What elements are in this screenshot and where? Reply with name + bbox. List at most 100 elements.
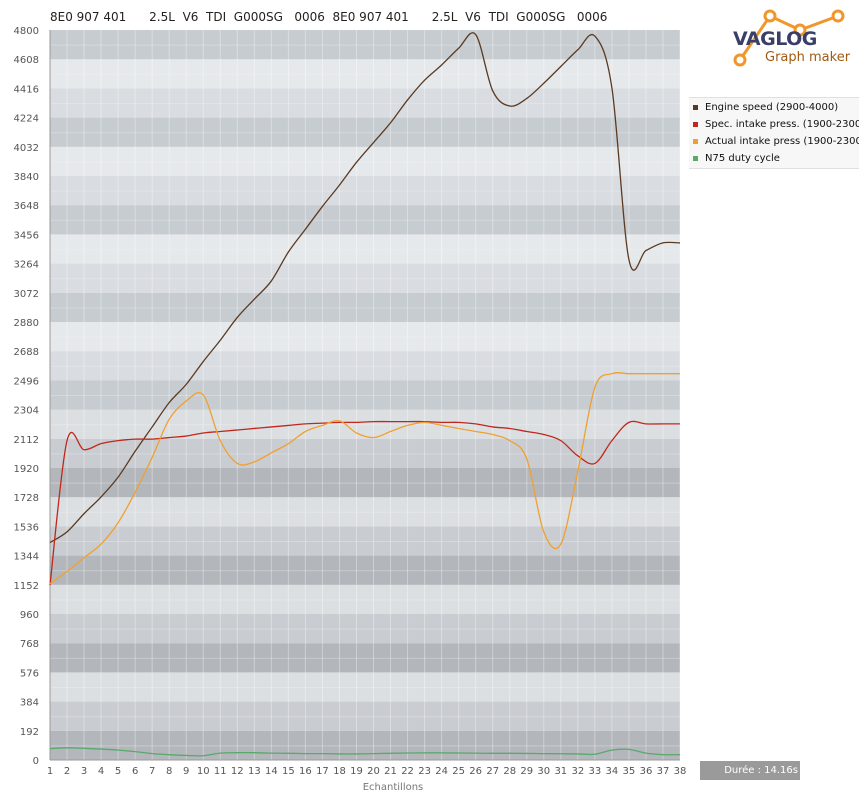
x-tick-label: 23	[418, 766, 431, 777]
y-tick-label: 768	[20, 639, 39, 650]
x-tick-label: 10	[197, 766, 210, 777]
x-tick-label: 18	[333, 766, 346, 777]
x-tick-label: 24	[435, 766, 448, 777]
band-stripe	[50, 657, 680, 659]
x-tick-label: 21	[384, 766, 397, 777]
x-tick-label: 19	[350, 766, 363, 777]
band-stripe	[50, 395, 680, 396]
y-tick-label: 384	[20, 698, 39, 709]
series-line-spec-intake	[49, 420, 680, 586]
x-axis: 1 2 3 4 5 6 7 8 9 10 11 12 13 14 15 16 17 18 19 20 21 22 23 24 2…	[47, 766, 687, 777]
x-tick-label: 37	[657, 766, 670, 777]
x-tick-label: 16	[299, 766, 312, 777]
x-tick-label: 4	[98, 766, 104, 777]
y-tick-label: 1536	[14, 522, 39, 533]
band-stripe	[50, 336, 680, 338]
band-stripe	[50, 511, 680, 513]
band-stripe	[50, 132, 680, 134]
legend-item-actual-intake: Actual intake press (1900-2300	[689, 133, 859, 149]
legend-swatch	[693, 138, 698, 144]
y-tick-label: 1920	[14, 464, 39, 475]
x-tick-label: 36	[640, 766, 653, 777]
x-tick-label: 30	[537, 766, 550, 777]
x-tick-label: 34	[606, 766, 619, 777]
chart-legend: Engine speed (2900-4000) Spec. intake pr…	[689, 97, 859, 169]
band-stripe	[50, 716, 680, 718]
y-tick-label: 2304	[14, 406, 39, 417]
x-tick-label: 3	[81, 766, 87, 777]
x-tick-label: 22	[401, 766, 414, 777]
x-tick-label: 32	[571, 766, 584, 777]
plot-band	[50, 555, 680, 585]
plot-band	[50, 234, 680, 264]
y-tick-label: 3648	[14, 201, 39, 212]
x-tick-label: 6	[132, 766, 138, 777]
x-tick-label: 28	[503, 766, 516, 777]
plot-band	[50, 526, 680, 556]
band-stripe	[50, 190, 680, 192]
plot-band	[50, 322, 680, 352]
band-stripe	[50, 745, 680, 747]
band-stripe	[50, 307, 680, 309]
band-stripe	[50, 44, 680, 46]
plot-band	[50, 672, 680, 702]
y-tick-label: 576	[20, 668, 39, 679]
x-tick-label: 31	[554, 766, 567, 777]
series-line-actual-intake	[49, 372, 680, 585]
x-tick-label: 5	[115, 766, 121, 777]
y-tick-label: 1152	[14, 581, 39, 592]
band-stripe	[50, 73, 680, 75]
plot-band	[50, 584, 680, 614]
x-tick-label: 11	[214, 766, 227, 777]
series-line-engine-speed	[49, 32, 681, 544]
x-tick-label: 29	[520, 766, 533, 777]
plot-band	[50, 30, 680, 60]
x-tick-label: 38	[674, 766, 687, 777]
legend-label: Spec. intake press. (1900-2300	[705, 118, 859, 130]
plot-band	[50, 380, 680, 410]
y-tick-label: 3264	[14, 260, 39, 271]
x-tick-label: 17	[316, 766, 329, 777]
logo-brand: VAGLOG	[733, 28, 817, 50]
y-tick-label: 4032	[14, 143, 39, 154]
legend-swatch	[693, 121, 698, 127]
x-axis-label: Echantillons	[363, 782, 424, 793]
plot-band	[50, 292, 680, 322]
x-tick-label: 14	[265, 766, 278, 777]
y-tick-label: 2688	[14, 347, 39, 358]
legend-item-spec-intake: Spec. intake press. (1900-2300	[689, 116, 859, 132]
plot-band	[50, 497, 680, 527]
y-tick-label: 1344	[14, 552, 39, 563]
plot-band	[50, 730, 680, 760]
x-tick-label: 13	[248, 766, 261, 777]
band-stripe	[50, 424, 680, 426]
plot-bands	[50, 30, 680, 760]
y-tick-label: 2496	[14, 376, 39, 387]
band-stripe	[50, 628, 680, 630]
legend-swatch	[693, 155, 698, 161]
legend-label: Actual intake press (1900-2300	[705, 135, 859, 147]
legend-label: N75 duty cycle	[705, 152, 780, 164]
plot-band	[50, 614, 680, 644]
y-tick-label: 3072	[14, 289, 39, 300]
y-axis: 0 192 384 576 768 960 1152 1344 1536 1728 1920 2112…	[14, 26, 39, 767]
band-stripe	[50, 482, 680, 484]
plot-band	[50, 205, 680, 235]
y-tick-label: 4608	[14, 55, 39, 66]
band-stripe	[50, 249, 680, 250]
x-tick-label: 9	[183, 766, 189, 777]
plot-band	[50, 59, 680, 89]
x-tick-label: 20	[367, 766, 380, 777]
band-stripe	[50, 541, 680, 542]
x-tick-label: 7	[149, 766, 155, 777]
x-tick-label: 35	[623, 766, 636, 777]
x-tick-label: 8	[166, 766, 172, 777]
y-tick-label: 4416	[14, 84, 39, 95]
y-tick-label: 0	[33, 756, 39, 767]
band-stripe	[50, 161, 680, 163]
band-stripe	[50, 219, 680, 221]
x-tick-label: 2	[64, 766, 70, 777]
header-text: 8E0 907 401 2.5L V6 TDI G000SG 0006 8E0 …	[50, 10, 608, 24]
vaglog-logo-graphic	[733, 9, 845, 67]
